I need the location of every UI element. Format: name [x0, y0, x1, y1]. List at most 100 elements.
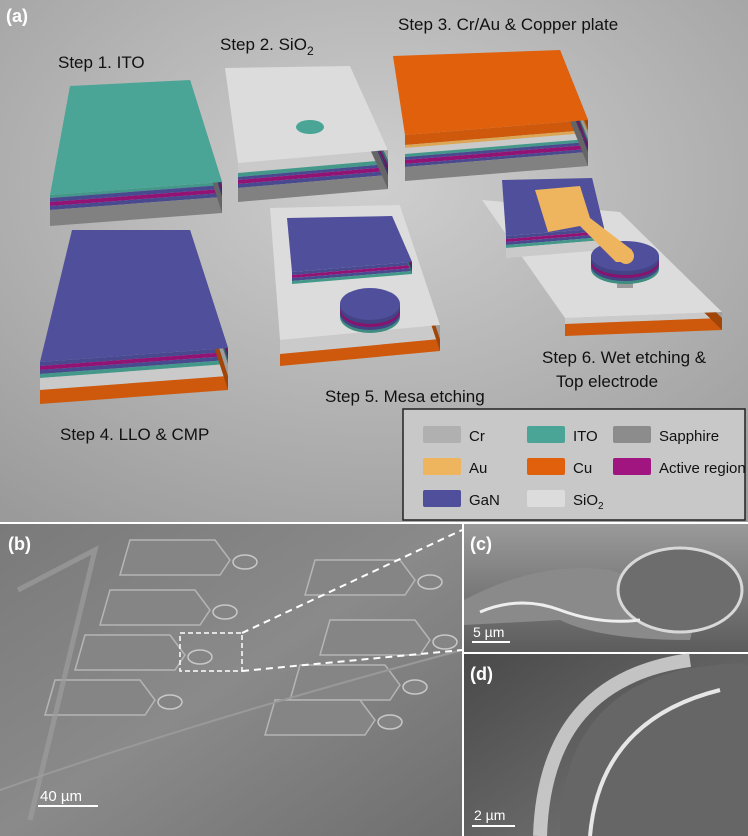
step3-block: [393, 50, 588, 181]
layer-front: [506, 228, 604, 239]
sem-pad: [44, 679, 156, 716]
panel-b-label: (b): [8, 534, 31, 554]
sem-device: [74, 634, 213, 671]
legend-item: Au: [423, 458, 487, 477]
zoom-line-top: [241, 529, 463, 634]
layer-front: [40, 352, 228, 370]
layer-front: [506, 237, 604, 248]
legend: Cr ITO Sapphire Au Cu Active region GaN SiO2: [402, 408, 746, 521]
sem-device: [44, 679, 183, 716]
legend-label: ITO: [573, 428, 598, 445]
panel-c-label: (c): [470, 534, 492, 554]
step4-block: [40, 230, 228, 404]
layer-front: [405, 120, 588, 145]
sem-device: [99, 589, 238, 626]
top-face: [225, 66, 388, 163]
sem-devices: [44, 539, 458, 736]
layer-front: [50, 189, 222, 206]
sem-pad: [74, 634, 186, 671]
sem-disc: [232, 554, 258, 570]
layer-front: [292, 271, 412, 284]
top-face: [40, 230, 228, 362]
layer-front: [50, 193, 222, 210]
layer-front: [565, 312, 722, 324]
legend-label: Cu: [573, 460, 592, 477]
top-electrode: [535, 186, 632, 262]
top-face: [287, 216, 412, 272]
electrode-pad: [618, 248, 634, 264]
zoom-box: [179, 632, 243, 672]
panel-b: (b) 40 µm: [0, 524, 463, 836]
sem-disc: [212, 604, 238, 620]
sem-disc: [402, 679, 428, 695]
sem-disc: [417, 574, 443, 590]
sem-pad: [264, 699, 376, 736]
legend-item: GaN: [423, 490, 500, 509]
top-face: [50, 80, 222, 195]
sem-device: [304, 559, 443, 596]
layer-front: [280, 325, 440, 354]
sem-device: [319, 619, 458, 656]
top-face: [393, 50, 588, 135]
sem-disc: [432, 634, 458, 650]
sem-device: [264, 699, 403, 736]
legend-swatch: [613, 426, 651, 443]
legend-item: ITO: [527, 426, 598, 445]
layer-front: [238, 150, 388, 173]
layer-front: [40, 348, 228, 366]
layer-front: [506, 240, 604, 258]
sem-crack: [0, 649, 463, 791]
sem-d-edge: [588, 688, 721, 836]
step3-label: Step 3. Cr/Au & Copper plate: [398, 15, 618, 34]
sem-disc: [157, 694, 183, 710]
panel-c: (c) 5 µm: [464, 524, 748, 652]
step6-label-line2: Top electrode: [556, 372, 658, 391]
layer-front: [238, 160, 388, 177]
legend-swatch: [527, 490, 565, 507]
layer-front: [292, 268, 412, 281]
layer-front: [238, 164, 388, 180]
legend-label: SiO2: [573, 492, 604, 512]
legend-item: Cu: [527, 458, 592, 477]
scale-label-c: 5 µm: [473, 624, 504, 640]
step5-label: Step 5. Mesa etching: [325, 387, 485, 406]
step1-label: Step 1. ITO: [58, 53, 145, 72]
sem-pad: [119, 539, 231, 576]
step5-mesa-square: [287, 216, 412, 284]
layer-front: [280, 339, 440, 366]
layer-front: [40, 360, 228, 378]
layer-front: [40, 364, 228, 390]
legend-item: Active region: [613, 458, 746, 477]
legend-label: Au: [469, 460, 487, 477]
legend-label: GaN: [469, 492, 500, 509]
scale-label-b: 40 µm: [40, 788, 82, 805]
step4-label: Step 4. LLO & CMP: [60, 425, 209, 444]
layer-front: [405, 133, 588, 154]
layer-front: [506, 231, 604, 242]
panel-a: (a) Step 1. ITO Step 2. SiO2 Step 3. Cr/…: [0, 0, 748, 522]
zoom-line-bottom: [241, 649, 463, 672]
layer-front: [565, 318, 722, 336]
legend-swatch: [527, 458, 565, 475]
panel-d-label: (d): [470, 664, 493, 684]
legend-item: Cr: [423, 426, 485, 445]
legend-swatch: [423, 490, 461, 507]
layer-front: [405, 130, 588, 148]
layer-front: [405, 145, 588, 164]
layer-front: [40, 356, 228, 374]
disc-top: [340, 288, 400, 320]
legend-label: Cr: [469, 428, 485, 445]
legend-item: SiO2: [527, 490, 604, 512]
layer-front: [506, 234, 604, 245]
scale-label-d: 2 µm: [474, 807, 505, 823]
legend-swatch: [423, 426, 461, 443]
layer-front: [50, 185, 222, 202]
sem-c-edge: [479, 601, 641, 623]
sem-pad: [304, 559, 416, 596]
layer-front: [405, 149, 588, 167]
sem-device: [119, 539, 258, 576]
layer-front: [292, 265, 412, 278]
legend-label: Sapphire: [659, 428, 719, 445]
sem-d-rim: [533, 653, 691, 836]
